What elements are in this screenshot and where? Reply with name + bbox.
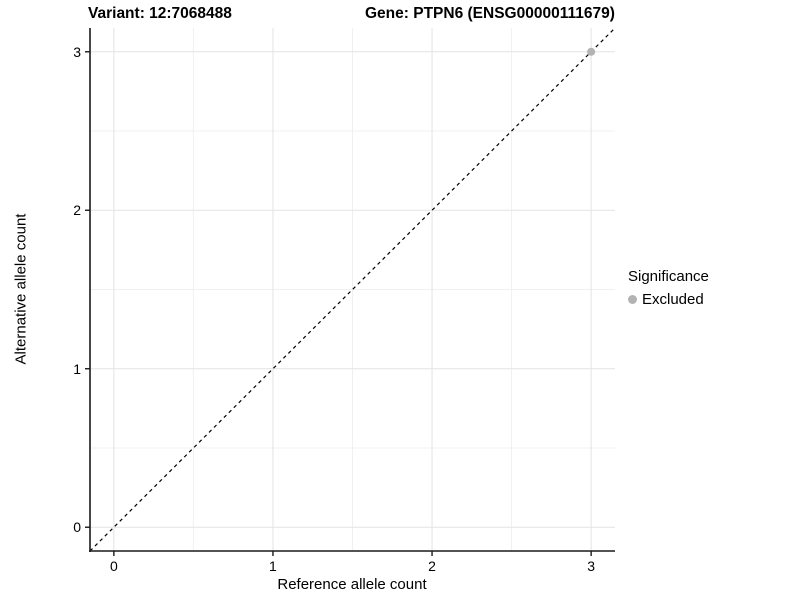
x-tick-label: 3 — [587, 558, 596, 574]
legend-item-label: Excluded — [642, 291, 704, 308]
y-tick-label: 2 — [73, 202, 81, 219]
legend: Significance Excluded — [628, 268, 709, 308]
y-tick-label: 3 — [73, 43, 81, 60]
plot-title-variant: Variant: 12:7068488 — [88, 5, 232, 22]
x-axis-label: Reference allele count — [277, 576, 427, 593]
x-tick-label: 2 — [428, 558, 436, 574]
data-point — [587, 47, 596, 56]
y-axis-label: Alternative allele count — [12, 213, 30, 365]
legend-title: Significance — [628, 268, 709, 285]
x-tick-label: 1 — [269, 558, 277, 574]
plot-title-gene: Gene: PTPN6 (ENSG00000111679) — [365, 5, 615, 22]
y-tick-label: 1 — [73, 360, 81, 377]
identity-line — [89, 27, 616, 552]
x-tick-label: 0 — [109, 558, 118, 574]
legend-item: Excluded — [628, 291, 709, 308]
legend-point-icon — [628, 295, 637, 304]
y-tick-label: 0 — [73, 519, 81, 536]
